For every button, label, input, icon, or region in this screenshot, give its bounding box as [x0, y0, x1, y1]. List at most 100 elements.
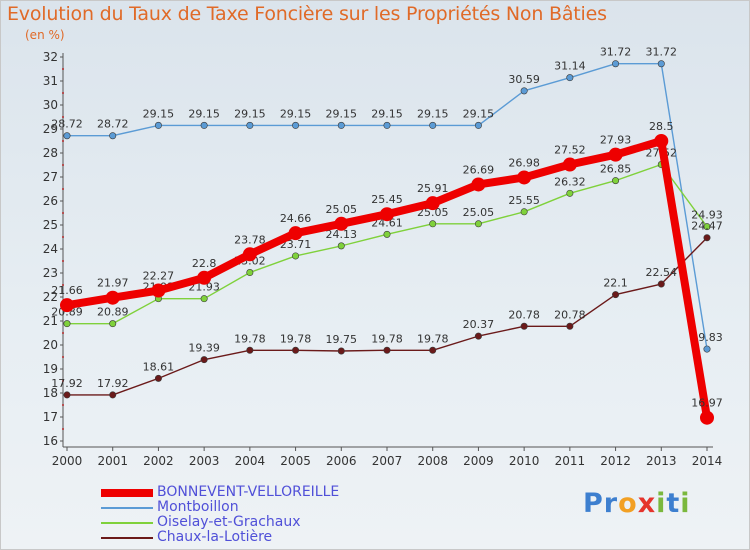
- data-point: [109, 320, 117, 328]
- data-label: 25.05: [326, 203, 358, 216]
- data-point: [566, 189, 574, 197]
- legend-swatch: [101, 507, 153, 509]
- chart-title: Evolution du Taux de Taxe Foncière sur l…: [7, 3, 607, 25]
- data-label: 20.78: [508, 308, 540, 321]
- series-line: [66, 163, 708, 325]
- y-tick-label: 18: [43, 386, 58, 400]
- data-point: [105, 290, 120, 305]
- data-label: 22.27: [143, 270, 175, 283]
- data-point: [197, 270, 212, 285]
- x-tick-label: 2010: [509, 454, 540, 468]
- data-label: 30.59: [508, 73, 540, 86]
- y-tick-label: 16: [43, 434, 58, 448]
- logo-letter: r: [603, 488, 619, 519]
- data-point: [109, 132, 117, 140]
- data-point: [429, 220, 437, 228]
- data-point: [288, 226, 303, 241]
- data-point: [292, 121, 300, 129]
- data-point: [200, 121, 208, 129]
- data-label: 19.78: [371, 332, 403, 345]
- legend-label: Montboillon: [157, 499, 239, 515]
- y-tick-label: 21: [43, 314, 58, 328]
- data-label: 29.15: [463, 107, 495, 120]
- data-point: [242, 247, 257, 262]
- x-tick-label: 2005: [280, 454, 311, 468]
- data-point: [383, 230, 391, 238]
- data-label: 28.5: [649, 120, 674, 133]
- x-tick-label: 2013: [646, 454, 677, 468]
- series-0: 21.66 21.97 22.27 22.8 23.78 24.66 25.05 25.45 2…: [51, 120, 723, 425]
- data-point: [63, 132, 71, 140]
- data-point: [63, 320, 71, 328]
- logo-letter: P: [583, 488, 604, 519]
- data-label: 29.15: [417, 107, 449, 120]
- logo-letter: t: [666, 488, 681, 519]
- data-point: [380, 207, 394, 222]
- data-point: [471, 177, 486, 192]
- logo-letter: o: [618, 488, 638, 519]
- data-label: 29.15: [326, 107, 358, 120]
- data-point: [474, 220, 482, 228]
- legend-label: BONNEVENT-VELLOREILLE: [157, 484, 340, 500]
- data-label: 22.54: [646, 266, 678, 279]
- data-point: [334, 216, 349, 231]
- x-tick-label: 2011: [555, 454, 586, 468]
- data-point: [429, 121, 437, 129]
- x-tick-label: 2001: [97, 454, 128, 468]
- data-label: 22.8: [192, 257, 217, 270]
- x-tick-label: 2000: [52, 454, 83, 468]
- data-label: 31.72: [600, 46, 632, 59]
- data-point: [383, 121, 391, 129]
- x-tick-label: 2003: [189, 454, 220, 468]
- data-point: [337, 347, 345, 355]
- data-label: 28.72: [51, 118, 83, 131]
- data-point: [654, 134, 669, 148]
- data-label: 24.47: [691, 220, 723, 233]
- data-point: [700, 410, 714, 425]
- data-point: [517, 170, 532, 185]
- y-tick-label: 27: [43, 170, 58, 184]
- data-label: 29.15: [234, 107, 266, 120]
- data-point: [292, 346, 300, 354]
- data-label: 21.66: [51, 284, 83, 297]
- y-tick-label: 23: [43, 266, 58, 280]
- y-tick-label: 30: [43, 98, 58, 112]
- series-1: 28.72 28.72 29.15 29.15 29.15 29.15 29.15 29.15…: [51, 46, 723, 353]
- x-tick-label: 2012: [600, 454, 631, 468]
- data-label: 24.93: [691, 209, 723, 222]
- logo-letter: i: [680, 488, 691, 519]
- data-point: [520, 208, 528, 216]
- data-point: [63, 391, 71, 399]
- data-label: 31.14: [554, 60, 586, 73]
- data-label: 25.55: [508, 194, 540, 207]
- data-point: [154, 121, 162, 129]
- data-point: [612, 60, 620, 68]
- data-point: [425, 196, 440, 211]
- x-tick-label: 2009: [463, 454, 494, 468]
- data-point: [60, 298, 74, 313]
- y-tick-label: 20: [43, 338, 58, 352]
- data-point: [520, 322, 528, 330]
- y-tick-label: 22: [43, 290, 58, 304]
- data-point: [474, 332, 482, 340]
- data-label: 17.92: [97, 377, 129, 390]
- data-label: 26.85: [600, 163, 632, 176]
- data-label: 29.15: [143, 107, 175, 120]
- brand-logo: Proxiti: [583, 488, 691, 519]
- data-point: [608, 147, 623, 162]
- data-label: 29.15: [371, 107, 403, 120]
- x-tick-label: 2014: [692, 454, 723, 468]
- data-label: 19.78: [234, 332, 266, 345]
- data-point: [200, 356, 208, 364]
- y-tick-label: 25: [43, 218, 58, 232]
- data-label: 28.72: [97, 118, 129, 131]
- data-point: [151, 283, 166, 298]
- series-3: 17.92 17.92 18.61 19.39 19.78 19.78 19.75 19.78…: [51, 220, 723, 399]
- data-point: [337, 242, 345, 250]
- y-tick-label: 32: [43, 50, 58, 64]
- data-label: 29.15: [188, 107, 220, 120]
- data-label: 24.66: [280, 212, 312, 225]
- data-point: [612, 291, 620, 299]
- data-label: 26.69: [463, 163, 495, 176]
